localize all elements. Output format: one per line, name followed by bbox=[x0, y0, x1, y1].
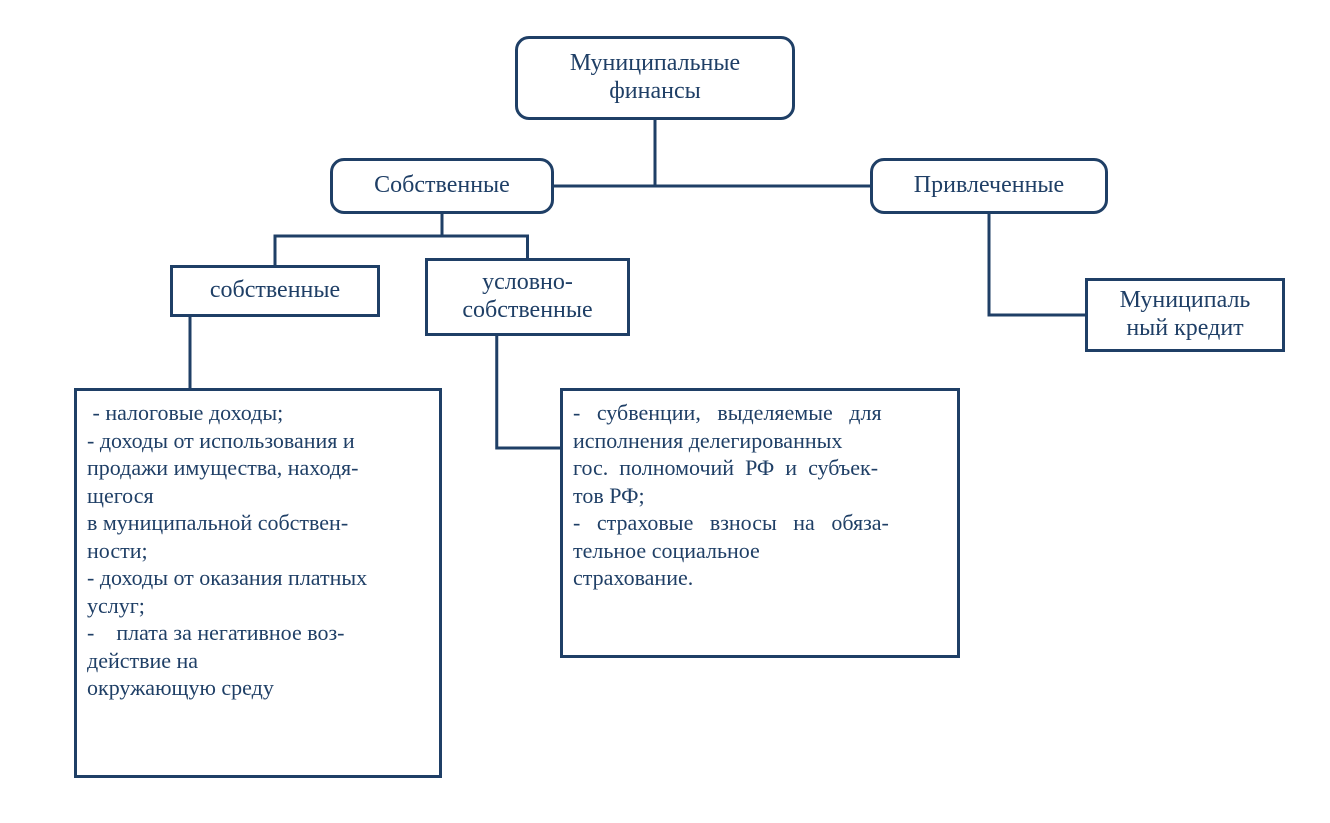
node-own-cond-label: условно- собственные bbox=[462, 269, 592, 324]
node-own: Собственные bbox=[330, 158, 554, 214]
detail-own: - налоговые доходы; - доходы от использо… bbox=[74, 388, 442, 778]
node-credit: Муниципаль ный кредит bbox=[1085, 278, 1285, 352]
node-attracted: Привлеченные bbox=[870, 158, 1108, 214]
node-credit-label: Муниципаль ный кредит bbox=[1120, 287, 1251, 342]
node-root-label: Муниципальные финансы bbox=[570, 50, 740, 105]
detail-cond: - субвенции, выделяемые для исполнения д… bbox=[560, 388, 960, 658]
node-own-cond: условно- собственные bbox=[425, 258, 630, 336]
node-attracted-label: Привлеченные bbox=[914, 172, 1064, 200]
node-own-own: собственные bbox=[170, 265, 380, 317]
node-own-own-label: собственные bbox=[210, 277, 340, 305]
node-own-label: Собственные bbox=[374, 172, 510, 200]
node-root: Муниципальные финансы bbox=[515, 36, 795, 120]
